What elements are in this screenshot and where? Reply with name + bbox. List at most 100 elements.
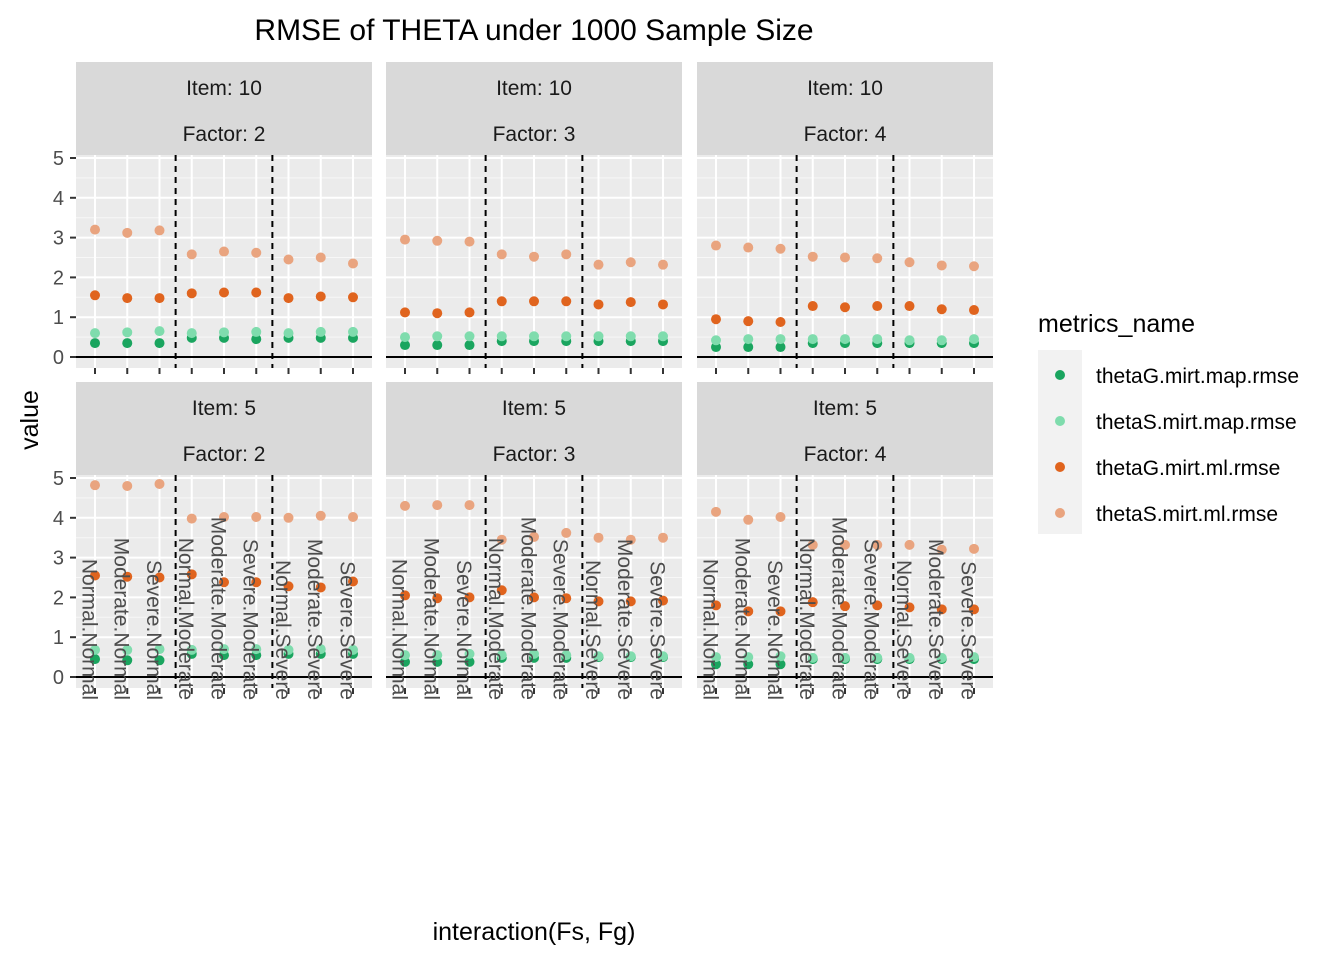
x-tick-label: Severe.Normal	[763, 560, 786, 700]
x-tick-label: Moderate.Normal	[420, 538, 443, 700]
data-point	[90, 480, 100, 491]
data-point	[90, 570, 100, 581]
data-point	[711, 240, 721, 251]
data-point	[315, 510, 326, 521]
data-point	[872, 539, 883, 550]
data-point	[840, 334, 850, 345]
data-point	[658, 595, 668, 606]
y-tick-label: 0	[53, 347, 64, 369]
data-point	[219, 246, 229, 257]
data-point	[122, 327, 133, 338]
data-point	[400, 332, 410, 343]
facet-strip-label: Item: 5	[502, 397, 566, 420]
data-point	[496, 331, 507, 342]
facet-strip	[697, 62, 993, 155]
facet-strip-label: Factor: 3	[493, 443, 576, 466]
data-point	[904, 539, 915, 550]
y-axis-title: value	[16, 390, 44, 450]
facet-strip	[386, 382, 682, 475]
data-point	[904, 602, 915, 613]
data-point	[348, 326, 358, 337]
data-point	[315, 252, 326, 263]
data-point	[348, 576, 358, 587]
facet-strip-label: Factor: 3	[493, 123, 576, 146]
data-point	[561, 331, 572, 342]
data-point	[969, 652, 979, 663]
data-point	[464, 331, 475, 342]
data-point	[122, 293, 133, 304]
data-point	[251, 577, 262, 588]
data-point	[283, 512, 294, 523]
facet-strip-label: Factor: 4	[804, 443, 887, 466]
x-tick-label: Normal.Severe	[271, 560, 294, 700]
data-point	[775, 316, 786, 327]
facet-strip	[76, 382, 372, 475]
data-point	[400, 500, 410, 511]
y-tick-label: 5	[53, 468, 64, 490]
facet-strip-label: Item: 5	[813, 397, 877, 420]
data-point	[219, 327, 229, 338]
data-point	[807, 301, 818, 312]
data-point	[529, 648, 539, 659]
y-tick-label: 3	[53, 548, 64, 570]
data-point	[283, 254, 294, 265]
data-point	[464, 500, 475, 511]
y-tick-label: 2	[53, 267, 64, 289]
data-point	[496, 650, 507, 661]
legend: metrics_name thetaG.mirt.map.rmse thetaS.…	[1038, 310, 1299, 534]
data-point	[348, 258, 358, 269]
data-point	[743, 606, 754, 617]
facet-strip-label: Item: 10	[807, 77, 883, 100]
y-tick-label: 2	[53, 587, 64, 609]
y-tick-label: 0	[53, 667, 64, 689]
facet-strip	[697, 382, 993, 475]
data-point	[154, 478, 165, 489]
data-point	[432, 308, 443, 319]
data-point	[154, 293, 165, 304]
data-point	[743, 316, 754, 327]
data-point	[593, 651, 604, 662]
legend-key	[1055, 508, 1065, 518]
data-point	[936, 335, 947, 346]
data-point	[154, 644, 165, 655]
x-axis-title: interaction(Fs, Fg)	[433, 918, 636, 946]
facet-panel: Item: 5 Factor: 3 Normal.Normal Moderate.No…	[386, 382, 682, 700]
x-tick-label: Severe.Moderate	[239, 539, 262, 700]
data-point	[496, 296, 507, 307]
data-point	[593, 299, 604, 310]
x-tick-label: Normal.Normal	[77, 559, 100, 700]
y-tick-label: 5	[53, 148, 64, 170]
data-point	[625, 596, 636, 607]
data-point	[529, 331, 539, 342]
x-tick-label: Severe.Moderate	[549, 539, 572, 700]
data-point	[154, 655, 165, 666]
data-point	[904, 301, 915, 312]
data-point	[154, 338, 165, 349]
data-point	[122, 655, 133, 666]
x-tick-label: Moderate.Severe	[924, 539, 947, 700]
data-point	[593, 596, 604, 607]
data-point	[283, 328, 294, 339]
data-point	[251, 326, 262, 337]
x-tick-label: Severe.Severe	[335, 561, 358, 700]
data-point	[807, 334, 818, 345]
data-point	[122, 338, 133, 349]
data-point	[122, 571, 133, 582]
data-point	[840, 652, 850, 663]
data-point	[711, 600, 721, 611]
x-tick-label: Moderate.Moderate	[827, 517, 850, 700]
data-point	[400, 340, 410, 351]
data-point	[400, 307, 410, 318]
data-point	[711, 335, 721, 346]
data-point	[872, 301, 883, 312]
data-point	[251, 287, 262, 298]
data-point	[904, 335, 915, 346]
data-point	[432, 235, 443, 246]
facet-strip-label: Item: 10	[186, 77, 262, 100]
data-point	[969, 334, 979, 345]
data-point	[154, 572, 165, 583]
data-point	[529, 251, 539, 262]
chart-title: RMSE of THETA under 1000 Sample Size	[254, 14, 813, 47]
